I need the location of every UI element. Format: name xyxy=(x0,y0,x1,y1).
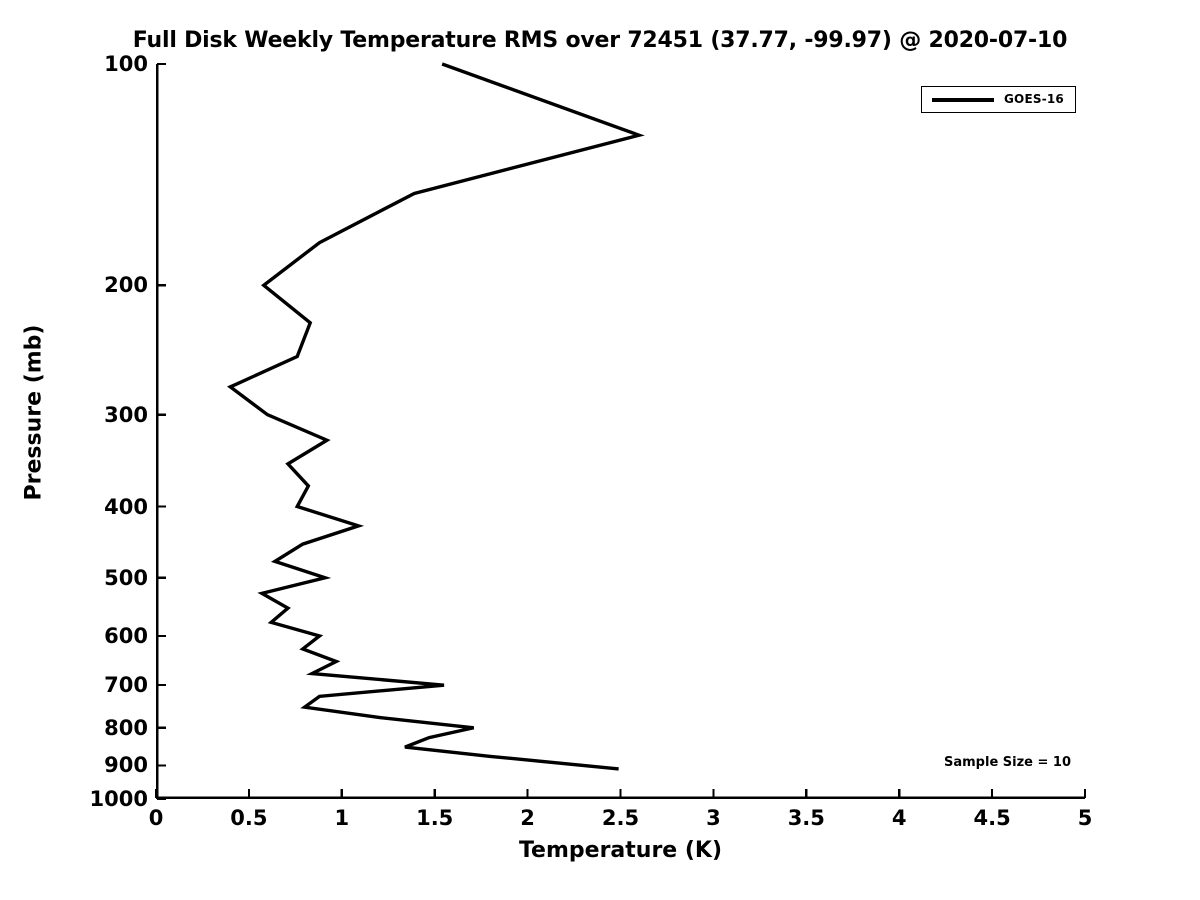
x-tick-label-1_5: 1.5 xyxy=(416,806,454,830)
x-tick-label-2: 2 xyxy=(520,806,535,830)
x-tick-label-3_5: 3.5 xyxy=(787,806,825,830)
y-tick-label-600: 600 xyxy=(104,623,148,648)
plot-area xyxy=(154,62,1087,801)
y-tick-label-800: 800 xyxy=(104,715,148,740)
x-tick-label-4_5: 4.5 xyxy=(973,806,1011,830)
y-tick-label-700: 700 xyxy=(104,673,148,698)
x-tick-label-1: 1 xyxy=(334,806,350,830)
y-axis-tick-labels: 100 200 300 400 500 600 700 800 900 1000 xyxy=(0,0,148,900)
axis-spines xyxy=(156,64,1085,799)
data-series-group xyxy=(227,62,645,771)
y-tick-label-400: 400 xyxy=(104,494,148,519)
y-tick-label-200: 200 xyxy=(104,273,148,298)
x-tick-label-3: 3 xyxy=(706,806,721,830)
axes-frame xyxy=(156,64,1085,799)
y-tick-label-100: 100 xyxy=(104,52,148,76)
x-tick-label-0: 0 xyxy=(148,806,164,830)
y-tick-label-500: 500 xyxy=(104,565,148,590)
y-tick-label-900: 900 xyxy=(104,753,148,778)
plot-canvas xyxy=(154,62,1087,801)
x-axis-label: Temperature (K) xyxy=(518,838,723,863)
series-line-goes-16 xyxy=(227,62,645,771)
sample-size-annotation: Sample Size = 10 xyxy=(944,755,1072,770)
x-tick-label-4: 4 xyxy=(891,806,907,830)
legend: GOES-16 xyxy=(921,86,1076,113)
x-tick-label-5: 5 xyxy=(1077,806,1093,830)
axis-ticks xyxy=(154,62,1087,801)
legend-line-swatch-goes-16 xyxy=(932,98,994,102)
x-tick-label-2_5: 2.5 xyxy=(601,806,640,830)
x-tick-label-0_5: 0.5 xyxy=(230,806,268,830)
y-tick-label-1000: 1000 xyxy=(89,787,148,811)
y-tick-label-300: 300 xyxy=(104,402,148,427)
chart-title: Full Disk Weekly Temperature RMS over 72… xyxy=(132,28,1068,53)
legend-label-goes-16: GOES-16 xyxy=(1004,92,1064,106)
